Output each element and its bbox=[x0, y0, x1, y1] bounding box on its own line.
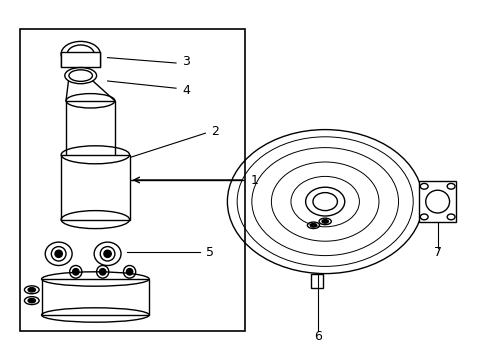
Ellipse shape bbox=[126, 269, 132, 275]
Ellipse shape bbox=[72, 269, 79, 275]
Text: 1: 1 bbox=[250, 174, 258, 186]
Bar bbox=[61, 155, 129, 220]
Text: 4: 4 bbox=[182, 84, 189, 96]
Ellipse shape bbox=[310, 224, 316, 227]
Ellipse shape bbox=[322, 220, 328, 223]
Ellipse shape bbox=[103, 250, 111, 257]
Bar bbox=[422, 196, 449, 207]
Bar bbox=[310, 274, 322, 288]
Bar bbox=[41, 279, 149, 315]
Bar bbox=[20, 29, 244, 331]
Bar bbox=[419, 181, 455, 222]
Ellipse shape bbox=[55, 250, 62, 257]
Text: 7: 7 bbox=[433, 246, 441, 260]
Circle shape bbox=[312, 193, 337, 211]
Bar bbox=[66, 101, 115, 173]
Text: 6: 6 bbox=[313, 330, 321, 343]
Text: 2: 2 bbox=[211, 125, 219, 138]
Ellipse shape bbox=[28, 298, 35, 303]
Bar bbox=[61, 52, 100, 67]
Ellipse shape bbox=[28, 288, 35, 292]
Ellipse shape bbox=[100, 269, 105, 275]
Text: 5: 5 bbox=[206, 246, 214, 258]
Text: 3: 3 bbox=[182, 55, 189, 68]
